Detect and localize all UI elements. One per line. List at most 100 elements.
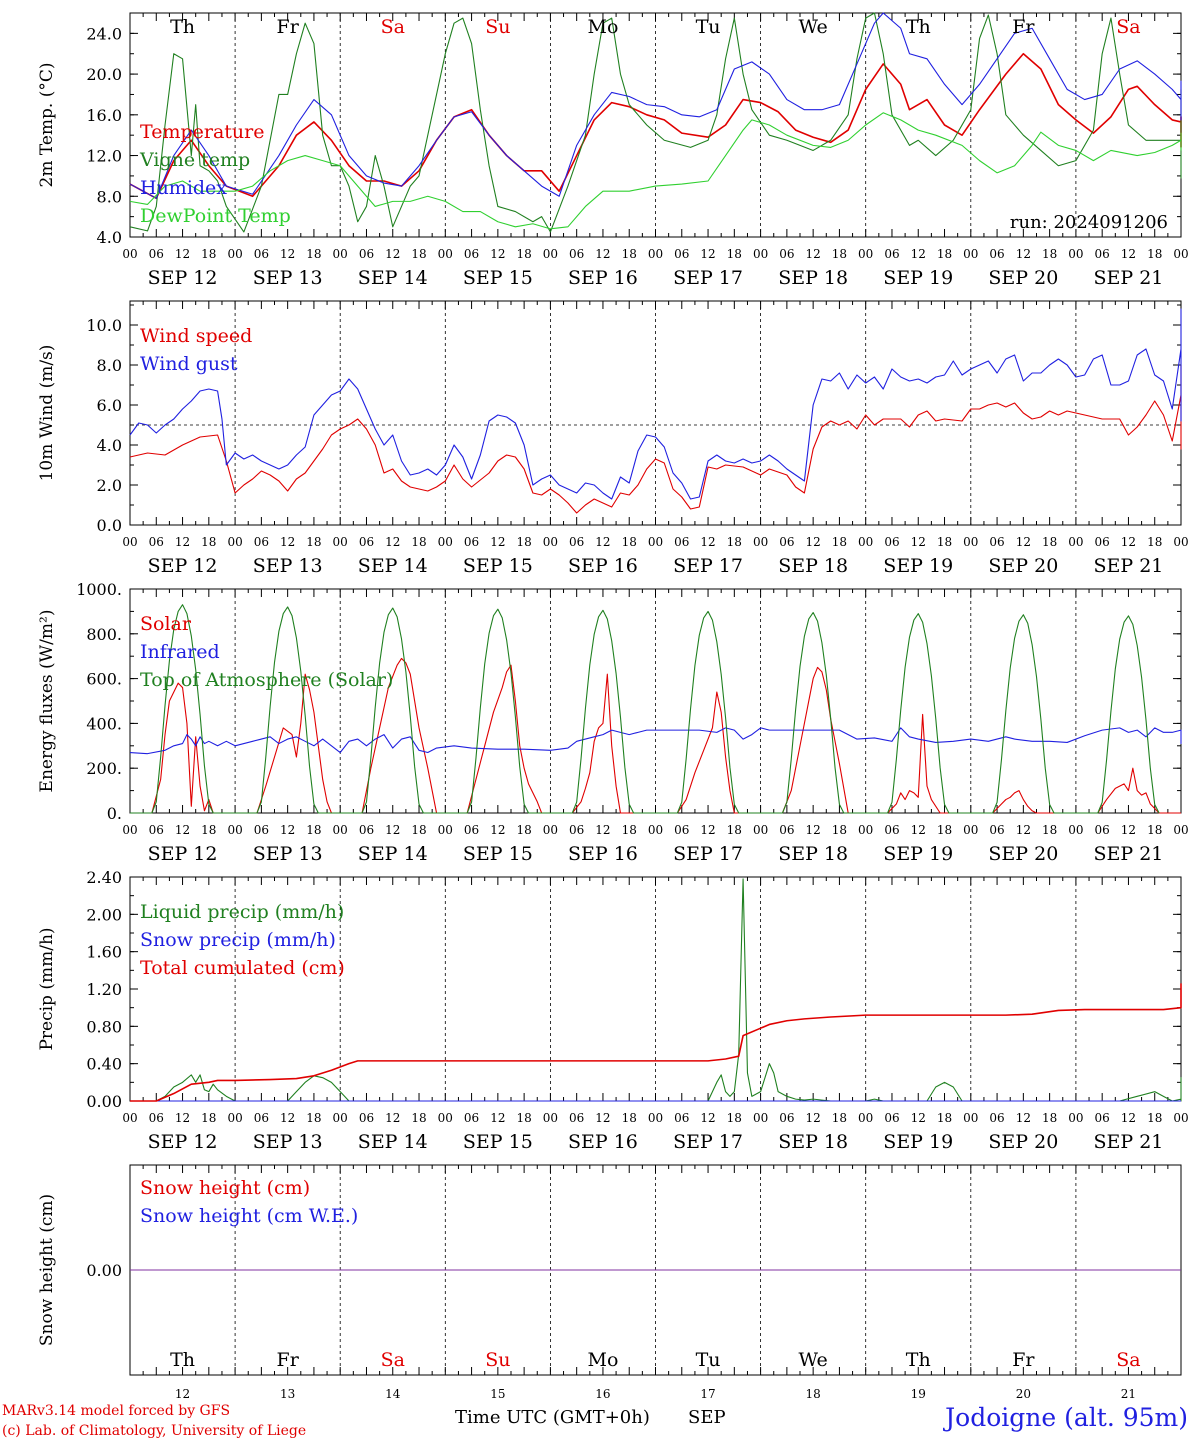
hour-tick-label: 00 [333, 535, 348, 549]
date-label: SEP 13 [253, 843, 323, 865]
hour-tick-label: 18 [411, 247, 426, 261]
hour-tick-label: 18 [201, 823, 216, 837]
y-tick-label: 6.0 [97, 396, 122, 415]
hour-tick-label: 06 [884, 1111, 899, 1125]
y-tick-label: 16.0 [86, 106, 122, 125]
hour-tick-label: 12 [806, 535, 821, 549]
date-label: SEP 17 [673, 555, 743, 577]
plot-frame [129, 12, 1182, 238]
hour-tick-label: 06 [1095, 823, 1110, 837]
legend-entry: Solar [140, 613, 192, 635]
day-number: 19 [911, 1387, 926, 1401]
hour-tick-label: 18 [832, 1111, 847, 1125]
y-tick-label: 2.40 [86, 868, 122, 887]
day-of-week: Tu [696, 16, 721, 38]
date-label: SEP 20 [988, 843, 1058, 865]
hour-tick-label: 12 [595, 823, 610, 837]
hour-tick-label: 00 [227, 535, 242, 549]
y-tick-label: 4.0 [97, 228, 122, 247]
hour-tick-label: 00 [543, 535, 558, 549]
hour-tick-label: 06 [149, 535, 164, 549]
hour-tick-label: 00 [438, 535, 453, 549]
hour-tick-label: 12 [1121, 535, 1136, 549]
day-number: 13 [280, 1387, 295, 1401]
legend-entry: Total cumulated (cm) [140, 957, 345, 979]
series-vigne-temp [129, 12, 1182, 233]
hour-tick-label: 12 [700, 247, 715, 261]
hour-tick-label: 12 [490, 1111, 505, 1125]
hour-tick-label: 12 [175, 535, 190, 549]
series-humidex [129, 12, 1182, 199]
y-tick-label: 4.0 [97, 436, 122, 455]
y-tick-label: 0.0 [97, 516, 122, 535]
legend-entry: Top of Atmosphere (Solar) [140, 669, 393, 691]
hour-tick-label: 12 [911, 1111, 926, 1125]
hour-tick-label: 00 [438, 247, 453, 261]
hour-tick-label: 06 [674, 247, 689, 261]
legend-entry: DewPoint Temp [140, 205, 291, 227]
date-label: SEP 19 [883, 843, 953, 865]
hour-tick-label: 12 [911, 535, 926, 549]
hour-tick-label: 00 [122, 535, 137, 549]
hour-tick-label: 06 [464, 1111, 479, 1125]
hour-tick-label: 00 [333, 1111, 348, 1125]
hour-tick-label: 18 [832, 535, 847, 549]
hour-tick-label: 12 [385, 823, 400, 837]
run-label: run: 2024091206 [1010, 212, 1168, 233]
date-label: SEP 21 [1094, 843, 1164, 865]
series-dewpoint-temp [129, 112, 1182, 230]
hour-tick-label: 18 [727, 823, 742, 837]
hour-tick-label: 00 [1068, 1111, 1083, 1125]
panel-temp [129, 12, 1182, 238]
hour-tick-label: 00 [753, 823, 768, 837]
date-label: SEP 15 [463, 1131, 533, 1153]
day-number: 16 [595, 1387, 610, 1401]
date-label: SEP 17 [673, 267, 743, 289]
lab-credit: (c) Lab. of Climatology, University of L… [2, 1423, 306, 1439]
y-axis-label: Snow height (cm) [37, 1194, 57, 1346]
hour-tick-label: 12 [911, 823, 926, 837]
date-label: SEP 13 [253, 1131, 323, 1153]
hour-tick-label: 12 [700, 823, 715, 837]
hour-tick-label: 12 [385, 247, 400, 261]
hour-tick-label: 00 [753, 1111, 768, 1125]
hour-tick-label: 18 [306, 247, 321, 261]
date-label: SEP 13 [253, 267, 323, 289]
hour-tick-label: 00 [1173, 247, 1188, 261]
hour-tick-label: 18 [622, 535, 637, 549]
hour-tick-label: 18 [1042, 1111, 1057, 1125]
day-number: 15 [490, 1387, 505, 1401]
panel-precip [129, 876, 1182, 1102]
day-number: 20 [1016, 1387, 1031, 1401]
hour-tick-label: 18 [1147, 1111, 1162, 1125]
hour-tick-label: 00 [963, 1111, 978, 1125]
day-of-week: We [799, 16, 828, 38]
date-label: SEP 20 [988, 267, 1058, 289]
hour-tick-label: 18 [201, 247, 216, 261]
hour-tick-label: 06 [779, 1111, 794, 1125]
legend-entry: Infrared [140, 641, 220, 663]
hour-tick-label: 12 [700, 535, 715, 549]
date-label: SEP 15 [463, 843, 533, 865]
date-label: SEP 15 [463, 555, 533, 577]
date-label: SEP 14 [358, 843, 428, 865]
hour-tick-label: 06 [989, 823, 1004, 837]
hour-tick-label: 12 [385, 1111, 400, 1125]
day-of-week: Tu [696, 1349, 721, 1371]
hour-tick-label: 00 [648, 535, 663, 549]
hour-tick-label: 18 [727, 1111, 742, 1125]
hour-tick-label: 06 [359, 535, 374, 549]
hour-tick-label: 00 [1068, 247, 1083, 261]
hour-tick-label: 18 [201, 535, 216, 549]
hour-tick-label: 12 [1016, 247, 1031, 261]
hour-tick-label: 00 [858, 535, 873, 549]
hour-tick-label: 00 [858, 823, 873, 837]
date-label: SEP 14 [358, 267, 428, 289]
hour-tick-label: 18 [306, 535, 321, 549]
day-number: 18 [806, 1387, 821, 1401]
hour-tick-label: 12 [175, 1111, 190, 1125]
hour-tick-label: 06 [779, 535, 794, 549]
date-label: SEP 19 [883, 555, 953, 577]
hour-tick-label: 06 [254, 1111, 269, 1125]
hour-tick-label: 06 [359, 247, 374, 261]
